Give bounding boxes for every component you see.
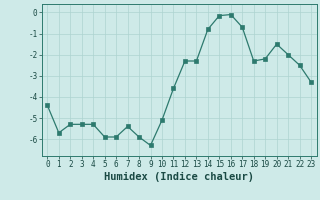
- X-axis label: Humidex (Indice chaleur): Humidex (Indice chaleur): [104, 172, 254, 182]
